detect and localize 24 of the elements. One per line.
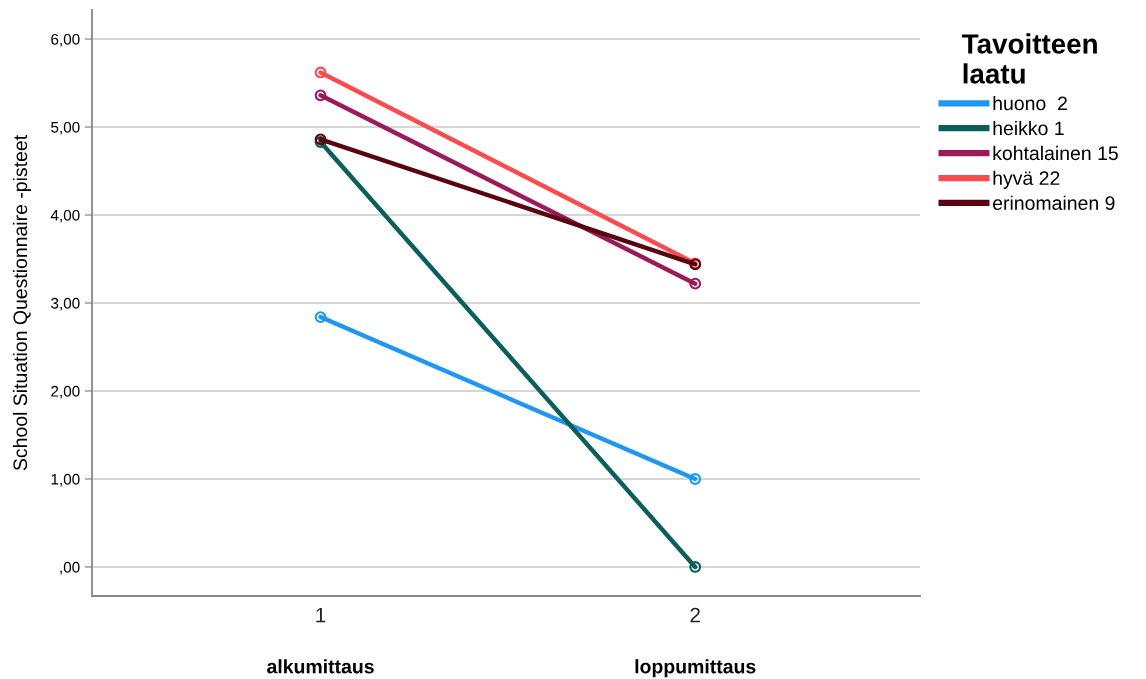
legend-label: erinomainen 9 [993,195,1115,210]
x-tick-label: 2 [690,607,700,623]
legend-label: hyvä 22 [993,170,1060,189]
y-tick-label: 3,00 [51,297,80,311]
legend-title: Tavoitteen laatu [962,33,1097,84]
text: alkumittaus [267,659,374,674]
point [314,311,327,323]
y-tick-label: 6,00 [51,33,80,47]
x-tick-label: 1 [316,607,326,623]
y-tick-label: 1,00 [51,473,80,487]
text: loppumittaus [635,659,756,678]
point [689,561,702,573]
legend-label: huono 2 [993,95,1067,111]
y-tick-label: 2,00 [51,385,80,399]
y-tick-label: 5,00 [51,121,80,135]
y-tick-label: 4,00 [50,209,80,223]
legend-label: heikko 1 [993,120,1064,136]
point [689,277,702,290]
y-axis-title: School Situation Questionnaire -pisteet [12,135,32,471]
point [314,66,327,79]
legend-label: kohtalainen 15 [993,145,1118,161]
point [689,473,702,485]
y-tick-label: ,00 [60,561,80,575]
point [314,89,327,102]
